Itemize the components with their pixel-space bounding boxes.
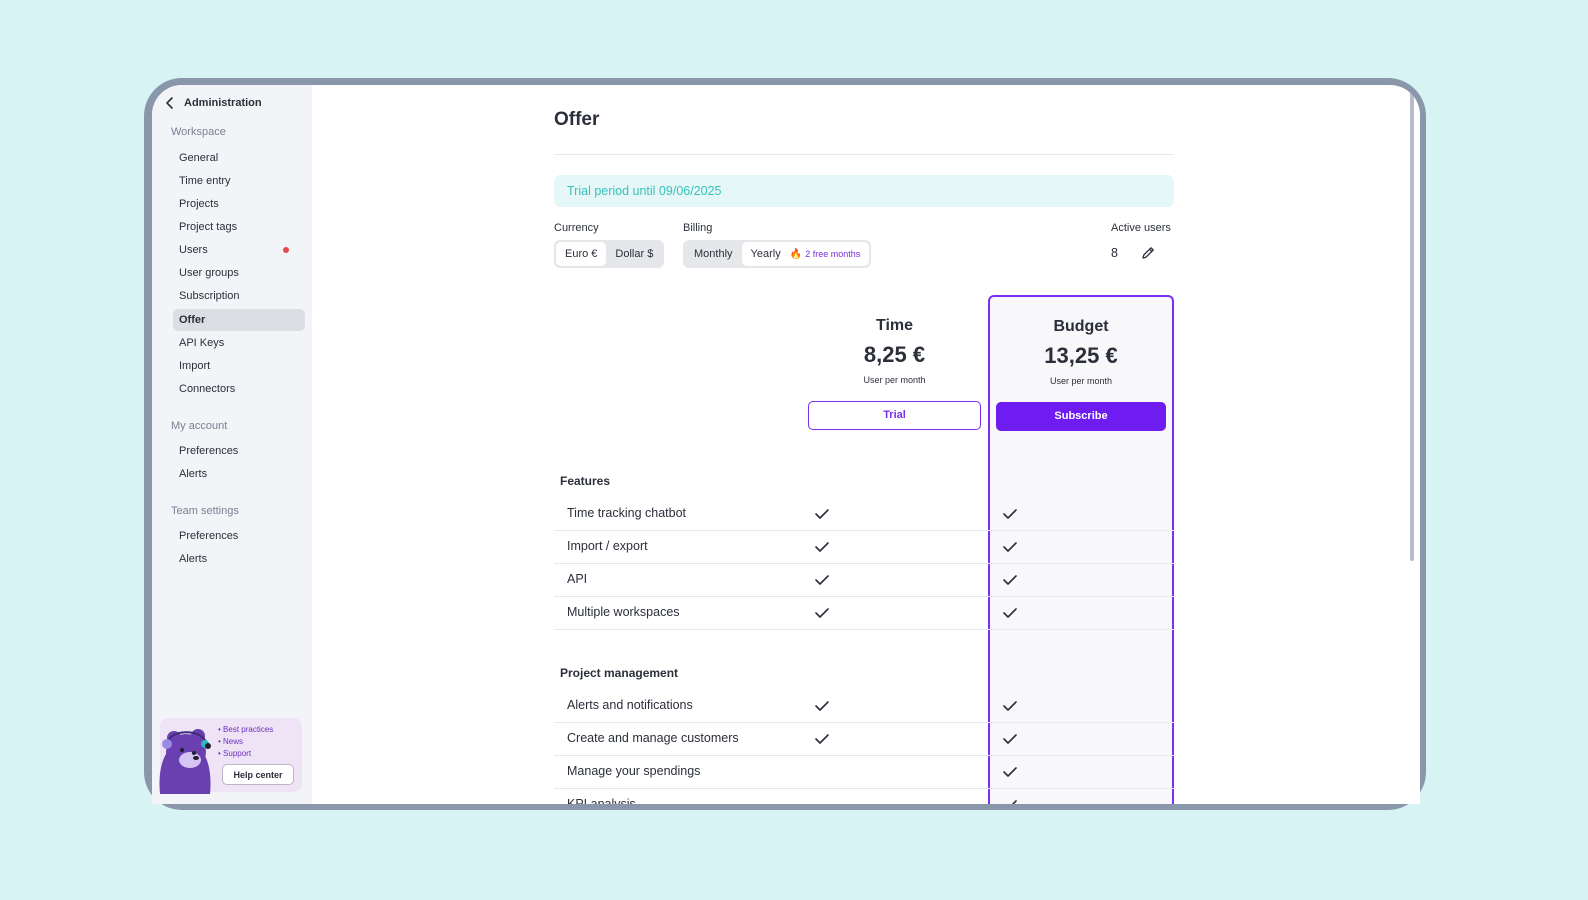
free-months-badge: 2 free months: [805, 249, 861, 259]
sidebar-item-api-keys[interactable]: API Keys: [179, 337, 225, 349]
checkmark-icon: [815, 701, 829, 711]
sidebar-item-offer[interactable]: Offer: [173, 309, 305, 331]
active-users-count: 8: [1111, 246, 1118, 260]
checkmark-icon: [815, 608, 829, 618]
device-frame: Administration Workspace General Time en…: [144, 78, 1426, 810]
sidebar-item-users[interactable]: Users: [173, 239, 305, 261]
checkmark-icon: [1003, 701, 1017, 711]
checkmark-icon: [1003, 767, 1017, 777]
trial-banner: Trial period until 09/06/2025: [554, 175, 1174, 207]
back-label: Administration: [184, 97, 262, 109]
currency-option-dollar[interactable]: Dollar $: [615, 248, 654, 260]
checkmark-icon: [815, 575, 829, 585]
billing-option-monthly[interactable]: Monthly: [694, 248, 733, 260]
active-users-label: Active users: [1111, 222, 1171, 234]
feature-name: Time tracking chatbot: [567, 506, 687, 520]
sidebar-item-general[interactable]: General: [179, 152, 219, 164]
sidebar-item-account-alerts[interactable]: Alerts: [179, 468, 208, 480]
sidebar-item-time-entry[interactable]: Time entry: [179, 175, 231, 187]
notification-dot: [283, 247, 289, 253]
sidebar-item-label: Users: [179, 244, 208, 256]
help-link-support[interactable]: Support: [218, 748, 273, 760]
billing-option-label: Yearly: [750, 248, 781, 260]
chevron-left-icon: [166, 97, 173, 109]
section-my-account: My account: [171, 420, 228, 432]
main-content: Offer Trial period until 09/06/2025 Curr…: [312, 85, 1420, 804]
trial-button[interactable]: Trial: [808, 401, 981, 430]
group-title-features: Features: [560, 474, 611, 488]
feature-name: Manage your spendings: [567, 764, 701, 778]
sidebar-item-team-alerts[interactable]: Alerts: [179, 553, 208, 565]
checkmark-icon: [1003, 608, 1017, 618]
checkmark-icon: [1003, 734, 1017, 744]
section-team-settings: Team settings: [171, 505, 239, 517]
billing-label: Billing: [683, 222, 713, 234]
feature-row: KPI analysis: [554, 788, 1174, 804]
checkmark-icon: [815, 542, 829, 552]
sidebar-item-project-tags[interactable]: Project tags: [179, 221, 238, 233]
feature-name: Multiple workspaces: [567, 605, 680, 619]
feature-name: API: [567, 572, 588, 586]
back-to-administration[interactable]: Administration: [164, 93, 262, 113]
plan-price-time: 8,25 €: [863, 342, 926, 367]
sidebar: Administration Workspace General Time en…: [152, 85, 312, 804]
plan-price-budget: 13,25 €: [1044, 343, 1118, 368]
sidebar-item-account-preferences[interactable]: Preferences: [179, 445, 239, 457]
feature-row: API: [554, 563, 1174, 597]
divider: [554, 154, 1174, 155]
checkmark-icon: [815, 509, 829, 519]
subscribe-button[interactable]: Subscribe: [996, 402, 1166, 431]
scrollbar[interactable]: [1410, 91, 1414, 561]
checkmark-icon: [1003, 542, 1017, 552]
plan-name-time: Time: [875, 317, 914, 334]
plan-period-time: User per month: [863, 375, 926, 385]
feature-row: Multiple workspaces: [554, 596, 1174, 630]
currency-toggle: Euro € Dollar $: [554, 240, 665, 268]
bear-mascot-icon: [159, 729, 211, 794]
feature-name: KPI analysis: [567, 797, 636, 804]
sidebar-item-import[interactable]: Import: [179, 360, 211, 372]
checkmark-icon: [1011, 800, 1017, 804]
sidebar-item-connectors[interactable]: Connectors: [179, 383, 236, 395]
feature-name: Import / export: [567, 539, 648, 553]
section-workspace: Workspace: [171, 126, 226, 138]
billing-toggle: Monthly Yearly 🔥 2 free months: [683, 240, 872, 268]
feature-row: Manage your spendings: [554, 755, 1174, 789]
checkmark-icon: [1003, 509, 1017, 519]
help-link-news[interactable]: News: [218, 736, 273, 748]
fire-icon: 🔥: [789, 249, 803, 260]
feature-row: Import / export: [554, 530, 1174, 564]
sidebar-item-projects[interactable]: Projects: [179, 198, 219, 210]
plan-period-budget: User per month: [1049, 376, 1113, 386]
plan-name-budget: Budget: [1053, 318, 1109, 335]
pencil-icon[interactable]: [1140, 245, 1156, 261]
billing-option-yearly[interactable]: Yearly 🔥 2 free months: [741, 242, 870, 266]
feature-row: Time tracking chatbot: [554, 497, 1174, 531]
group-title-project-management: Project management: [560, 666, 679, 680]
feature-row: Create and manage customers: [554, 722, 1174, 756]
sidebar-item-team-preferences[interactable]: Preferences: [179, 530, 239, 542]
currency-label: Currency: [554, 222, 599, 234]
feature-row: Alerts and notifications: [554, 689, 1174, 723]
feature-name: Create and manage customers: [567, 731, 739, 745]
help-card: Best practices News Support Help center: [159, 718, 302, 794]
page-title: Offer: [554, 109, 600, 130]
help-link-best-practices[interactable]: Best practices: [218, 724, 273, 736]
feature-name: Alerts and notifications: [567, 698, 693, 712]
help-center-button[interactable]: Help center: [222, 764, 294, 785]
app-screen: Administration Workspace General Time en…: [152, 85, 1420, 804]
sidebar-item-subscription[interactable]: Subscription: [179, 290, 240, 302]
checkmark-icon: [815, 734, 829, 744]
budget-plan-column: [988, 295, 1174, 804]
currency-option-euro[interactable]: Euro €: [556, 242, 607, 266]
checkmark-icon: [1003, 575, 1017, 585]
help-links: Best practices News Support: [218, 724, 273, 760]
sidebar-item-user-groups[interactable]: User groups: [179, 267, 239, 279]
